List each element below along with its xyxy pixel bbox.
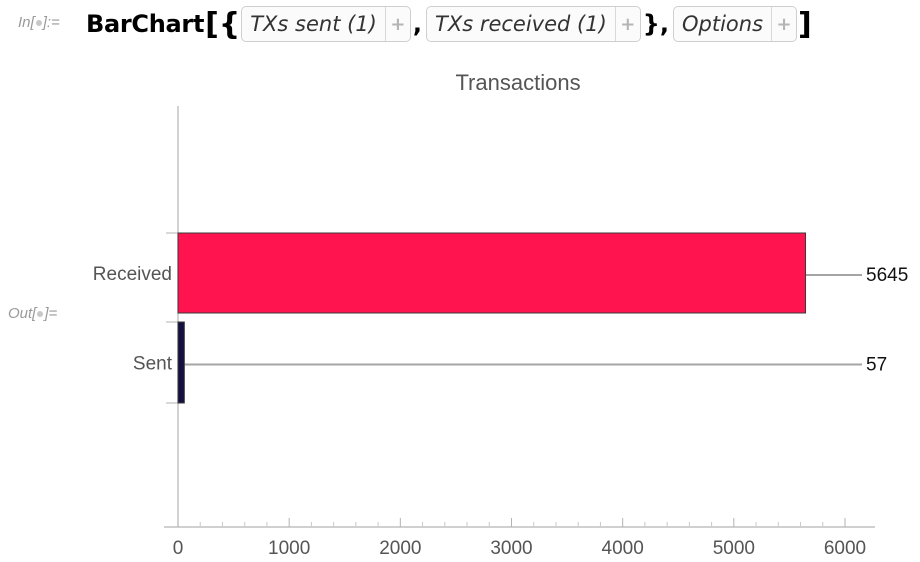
open-bracket: [{ xyxy=(205,6,241,42)
template-box-label[interactable]: Options xyxy=(682,12,764,36)
output-cell-label: Out[ ]= xyxy=(8,305,57,322)
x-tick-label: 3000 xyxy=(490,538,532,559)
bar-received xyxy=(177,232,807,314)
value-label: 57 xyxy=(866,355,887,376)
in-prefix: In[ xyxy=(18,14,35,31)
x-tick-label: 6000 xyxy=(824,538,866,559)
input-expression[interactable]: BarChart [{ TXs sent (1) + , TXs receive… xyxy=(86,4,813,44)
plus-icon[interactable]: + xyxy=(771,7,796,41)
chart-title: Transactions xyxy=(455,70,580,95)
x-tick-label: 5000 xyxy=(713,538,755,559)
comma: , xyxy=(412,10,422,38)
in-suffix: ]:= xyxy=(42,14,60,31)
value-label: 5645 xyxy=(866,265,908,286)
close-bracket: ] xyxy=(798,6,812,42)
bar-sent xyxy=(177,321,185,404)
function-name[interactable]: BarChart xyxy=(86,10,205,38)
cell-number-dot xyxy=(37,311,44,318)
template-box-options[interactable]: Options + xyxy=(673,6,798,42)
input-cell-label: In[ ]:= xyxy=(18,14,60,31)
out-prefix: Out[ xyxy=(8,305,37,322)
category-label: Received xyxy=(93,264,172,285)
out-suffix: ]= xyxy=(44,305,58,322)
x-tick-label: 2000 xyxy=(379,538,421,559)
plus-icon[interactable]: + xyxy=(614,7,640,41)
x-tick-label: 0 xyxy=(173,538,184,559)
template-box-received[interactable]: TXs received (1) + xyxy=(426,6,641,42)
x-tick-label: 1000 xyxy=(268,538,310,559)
comma: }, xyxy=(642,10,669,38)
cell-number-dot xyxy=(35,20,42,27)
plus-icon[interactable]: + xyxy=(384,7,410,41)
category-label: Sent xyxy=(133,354,173,375)
x-tick-label: 4000 xyxy=(602,538,644,559)
template-box-label[interactable]: TXs sent (1) xyxy=(250,12,377,36)
template-box-sent[interactable]: TXs sent (1) + xyxy=(241,6,411,42)
template-box-label[interactable]: TXs received (1) xyxy=(435,12,607,36)
